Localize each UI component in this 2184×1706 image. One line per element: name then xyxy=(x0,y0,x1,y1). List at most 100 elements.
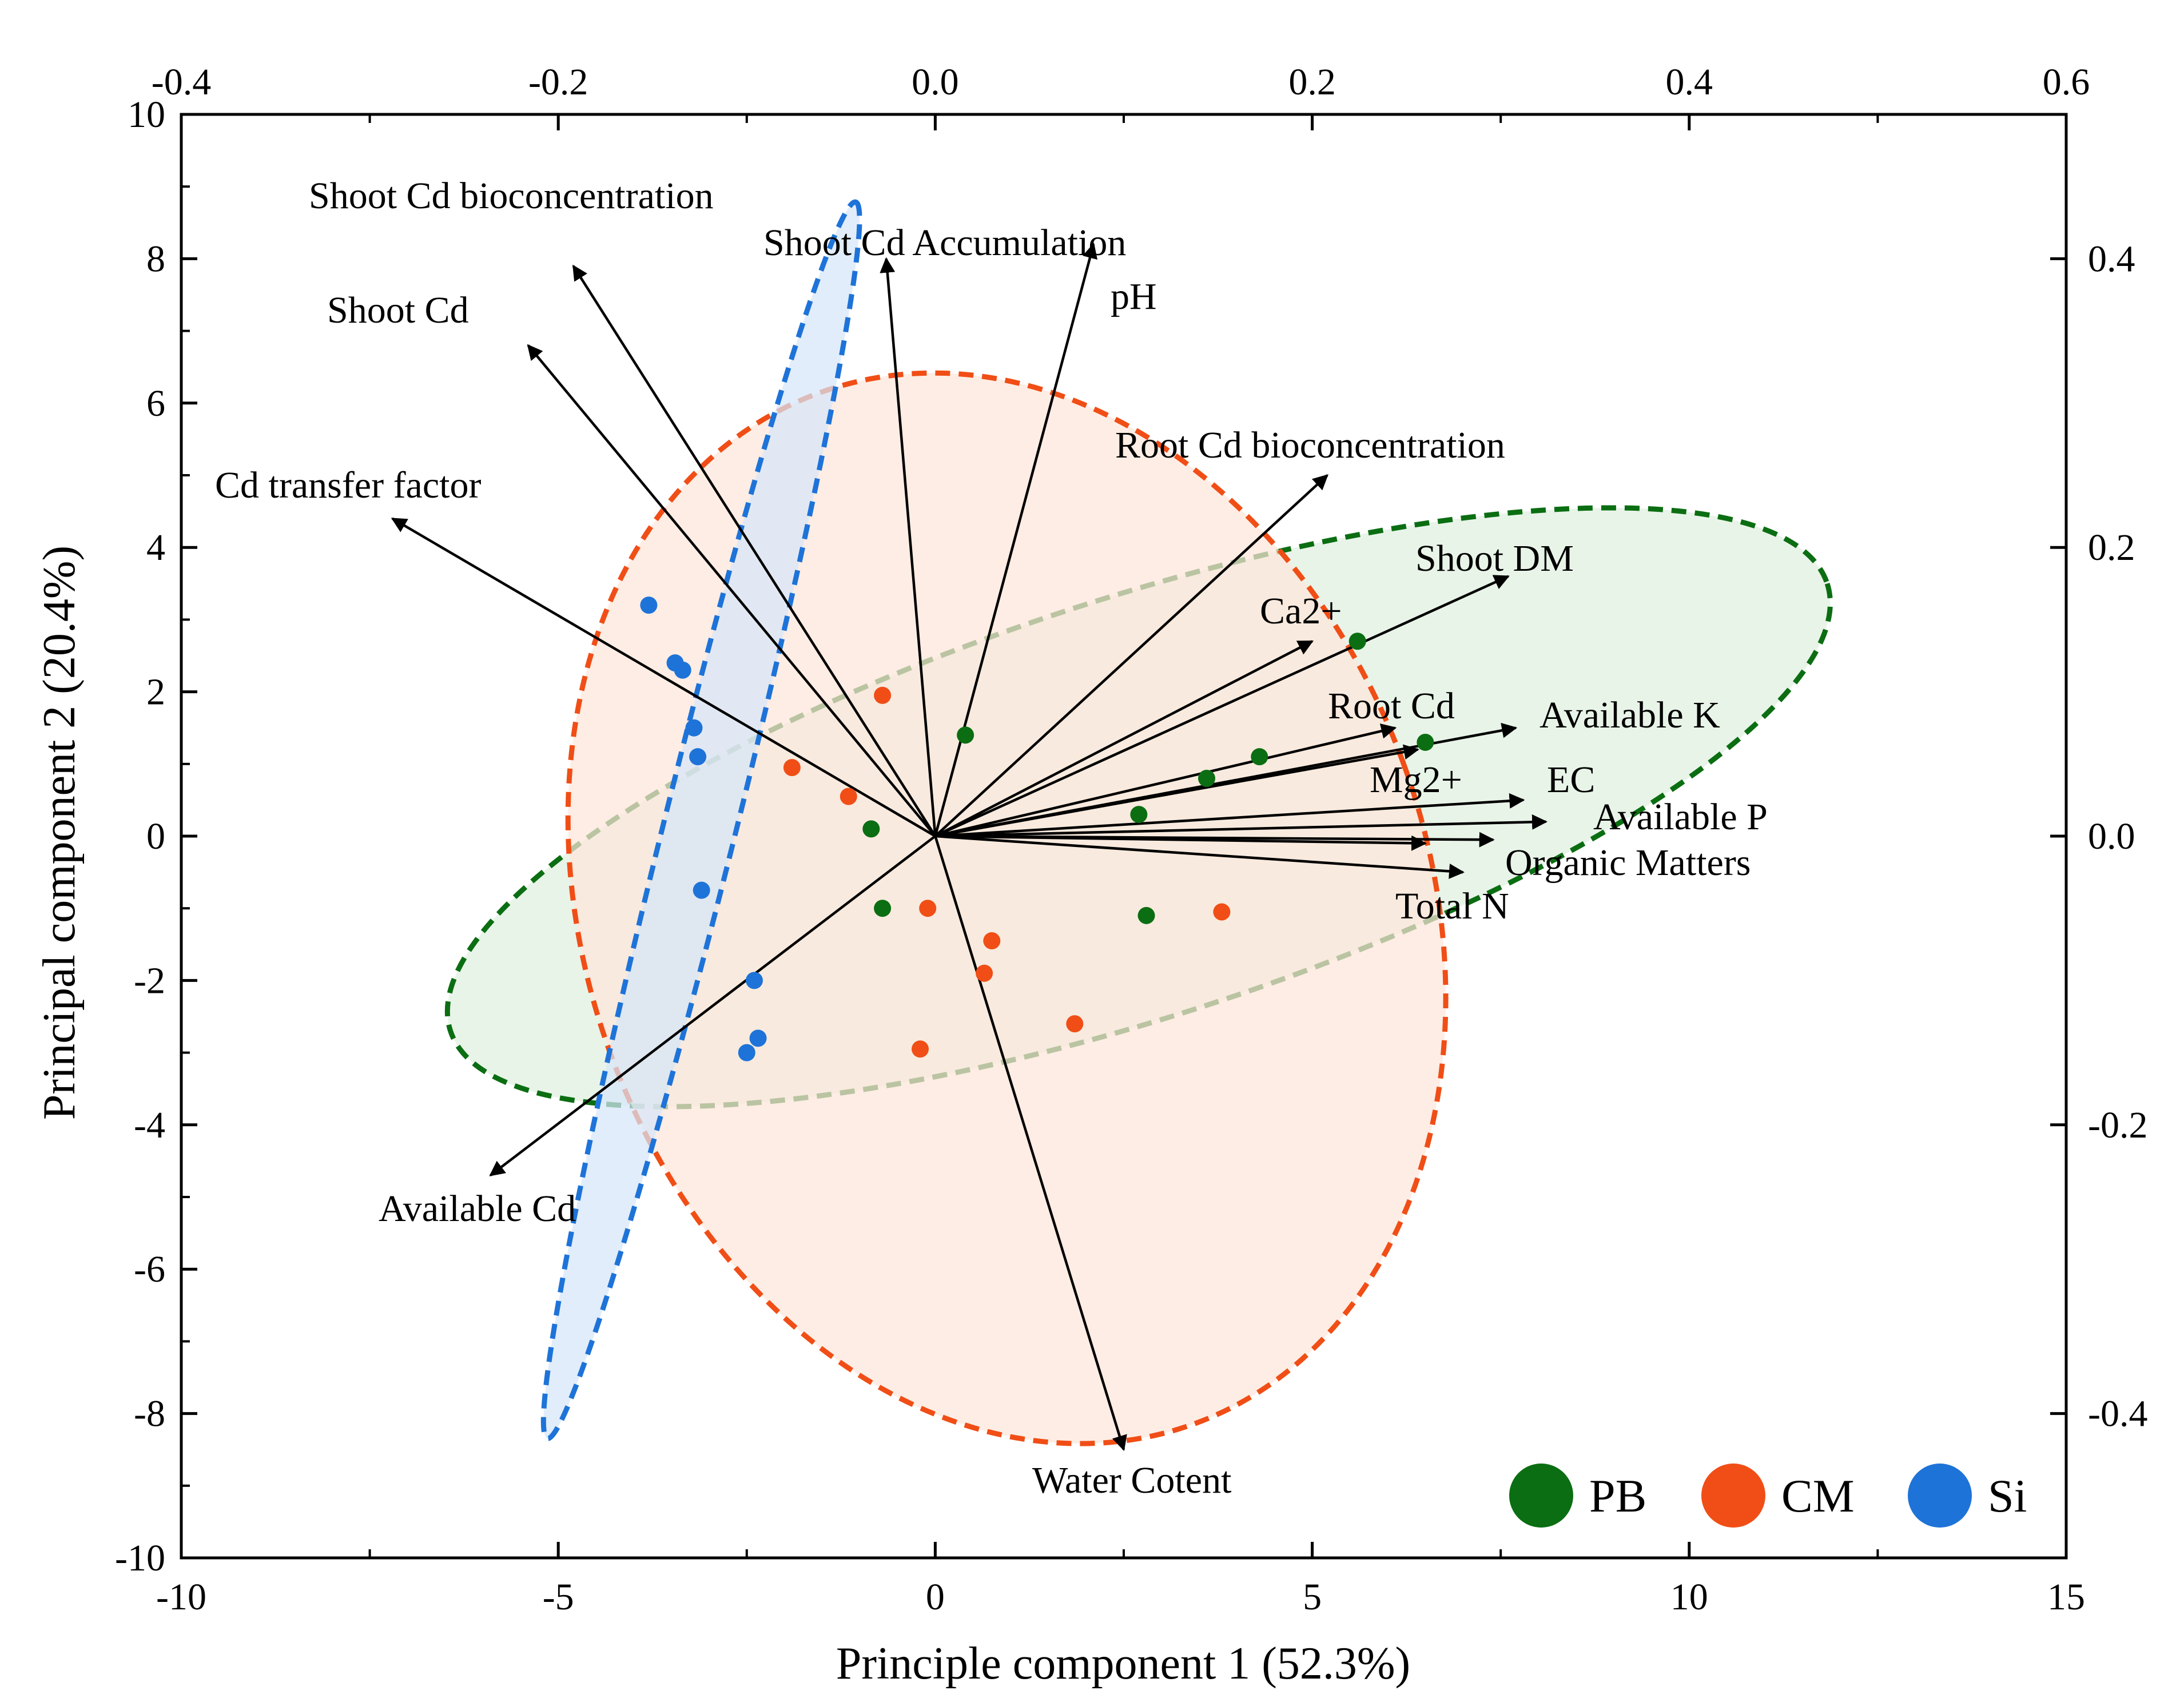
label-ec: EC xyxy=(1547,759,1595,801)
vector-shoot-cd-accumulation xyxy=(880,257,937,837)
legend-marker-si xyxy=(1908,1464,1972,1528)
right-tick-label: 0.4 xyxy=(2088,238,2135,280)
axis-ticks: -10 -0.4 -5 -0.2 0 0.0 5 0.2 10 0.4 15 0.6 10 8 6 4 2 0 -2… xyxy=(115,61,2147,1618)
label-available-p: Available P xyxy=(1593,796,1768,838)
y-tick-label: 2 xyxy=(146,671,165,713)
y-tick-label: -6 xyxy=(134,1248,165,1290)
point-cm-9 xyxy=(1213,903,1231,921)
vector-available-p xyxy=(935,814,1548,838)
vector-ca2 xyxy=(934,640,1314,837)
label-ph: pH xyxy=(1111,276,1157,317)
vector-shoot-dm xyxy=(934,575,1510,838)
vector-cd-transfer-factor xyxy=(391,517,936,837)
top-tick-label: 0.6 xyxy=(2043,61,2090,103)
y-tick-label: 6 xyxy=(146,383,165,424)
vector-water-cotent xyxy=(934,836,1127,1452)
ellipse-si xyxy=(540,199,862,1441)
x-axis-title: Principle component 1 (52.3%) xyxy=(836,1639,1410,1689)
point-pb-6 xyxy=(1130,806,1148,824)
point-pb-5 xyxy=(1198,770,1216,788)
x-tick-label: -10 xyxy=(156,1576,206,1618)
loading-vectors xyxy=(391,242,1548,1452)
x-tick-label: 15 xyxy=(2047,1576,2085,1618)
point-si-5 xyxy=(689,748,707,766)
vector-root-cd-2 xyxy=(935,834,1427,851)
vector-shoot-cd-bioconcentration xyxy=(572,264,937,837)
vector-root-cd xyxy=(934,723,1397,838)
top-tick-label: -0.2 xyxy=(528,61,588,103)
point-cm-1 xyxy=(874,686,892,704)
label-organic-matters: Organic Matters xyxy=(1505,842,1751,884)
point-pb-1 xyxy=(1348,633,1366,650)
right-tick-label: 0.2 xyxy=(2088,527,2135,568)
point-si-1 xyxy=(640,596,658,614)
y-tick-label: 10 xyxy=(128,94,165,136)
right-tick-label: -0.2 xyxy=(2088,1104,2147,1146)
point-cm-8 xyxy=(912,1040,929,1058)
point-cm-2 xyxy=(783,759,801,777)
label-shoot-cd-bioconcentration: Shoot Cd bioconcentration xyxy=(309,175,714,217)
top-tick-label: 0.2 xyxy=(1288,61,1336,103)
top-tick-label: 0.0 xyxy=(912,61,959,103)
x-tick-label: 0 xyxy=(926,1576,945,1618)
y-tick-label: 4 xyxy=(146,527,165,568)
legend-marker-pb xyxy=(1509,1464,1573,1528)
y-tick-label: -4 xyxy=(134,1104,165,1146)
right-tick-label: -0.4 xyxy=(2088,1393,2147,1435)
point-si-3 xyxy=(674,661,691,679)
label-available-cd: Available Cd xyxy=(379,1188,576,1230)
y-tick-label: 0 xyxy=(146,816,165,857)
label-available-k: Available K xyxy=(1539,694,1720,736)
right-tick-label: 0.0 xyxy=(2088,816,2135,857)
top-tick-label: -0.4 xyxy=(152,61,211,103)
label-mg2: Mg2+ xyxy=(1370,759,1462,801)
point-cm-6 xyxy=(976,964,993,982)
sample-points xyxy=(640,596,1434,1061)
label-cd-transfer-factor: Cd transfer factor xyxy=(215,464,481,506)
point-cm-7 xyxy=(1066,1015,1084,1033)
point-pb-3 xyxy=(1417,733,1434,751)
legend-label-cm: CM xyxy=(1781,1470,1855,1522)
x-tick-label: -5 xyxy=(543,1576,574,1618)
point-pb-9 xyxy=(1137,906,1155,924)
point-cm-5 xyxy=(983,932,1001,949)
point-si-4 xyxy=(685,719,703,737)
vector-available-cd xyxy=(489,835,936,1176)
legend-label-pb: PB xyxy=(1589,1470,1646,1522)
vector-mg2 xyxy=(935,744,1419,838)
point-pb-2 xyxy=(957,726,974,744)
label-shoot-cd: Shoot Cd xyxy=(327,289,469,331)
point-pb-8 xyxy=(874,900,892,917)
point-si-9 xyxy=(738,1044,755,1061)
point-cm-3 xyxy=(840,788,857,805)
label-root-cd: Root Cd xyxy=(1328,685,1455,727)
legend-marker-cm xyxy=(1701,1464,1765,1528)
point-si-8 xyxy=(749,1029,767,1047)
label-total-n: Total N xyxy=(1395,885,1509,927)
point-cm-4 xyxy=(919,900,937,917)
point-si-7 xyxy=(745,972,763,989)
loading-labels: Shoot Cd bioconcentration Shoot Cd Accumu… xyxy=(215,175,1768,1501)
y-tick-label: -2 xyxy=(134,960,165,1001)
point-si-6 xyxy=(693,881,710,899)
point-pb-4 xyxy=(1251,748,1268,766)
label-shoot-cd-accumulation: Shoot Cd Accumulation xyxy=(763,222,1126,264)
y-tick-label: 8 xyxy=(146,238,165,280)
label-root-cd-bioconcentration: Root Cd bioconcentration xyxy=(1115,424,1505,466)
top-tick-label: 0.4 xyxy=(1666,61,1713,103)
legend: PB CM Si xyxy=(1509,1464,2027,1528)
label-water-cotent: Water Cotent xyxy=(1032,1460,1231,1501)
vector-ec xyxy=(935,793,1525,838)
vector-root-cd-bioconcentration xyxy=(934,474,1328,837)
point-pb-7 xyxy=(862,820,880,838)
y-tick-label: -10 xyxy=(115,1537,165,1579)
vector-shoot-cd xyxy=(527,344,937,837)
x-tick-label: 5 xyxy=(1303,1576,1322,1618)
legend-label-si: Si xyxy=(1988,1470,2027,1522)
label-shoot-dm: Shoot DM xyxy=(1415,538,1574,579)
label-ca2: Ca2+ xyxy=(1260,590,1342,632)
y-axis-title: Principal component 2 (20.4%) xyxy=(34,546,85,1120)
x-tick-label: 10 xyxy=(1670,1576,1708,1618)
y-tick-label: -8 xyxy=(134,1393,165,1435)
